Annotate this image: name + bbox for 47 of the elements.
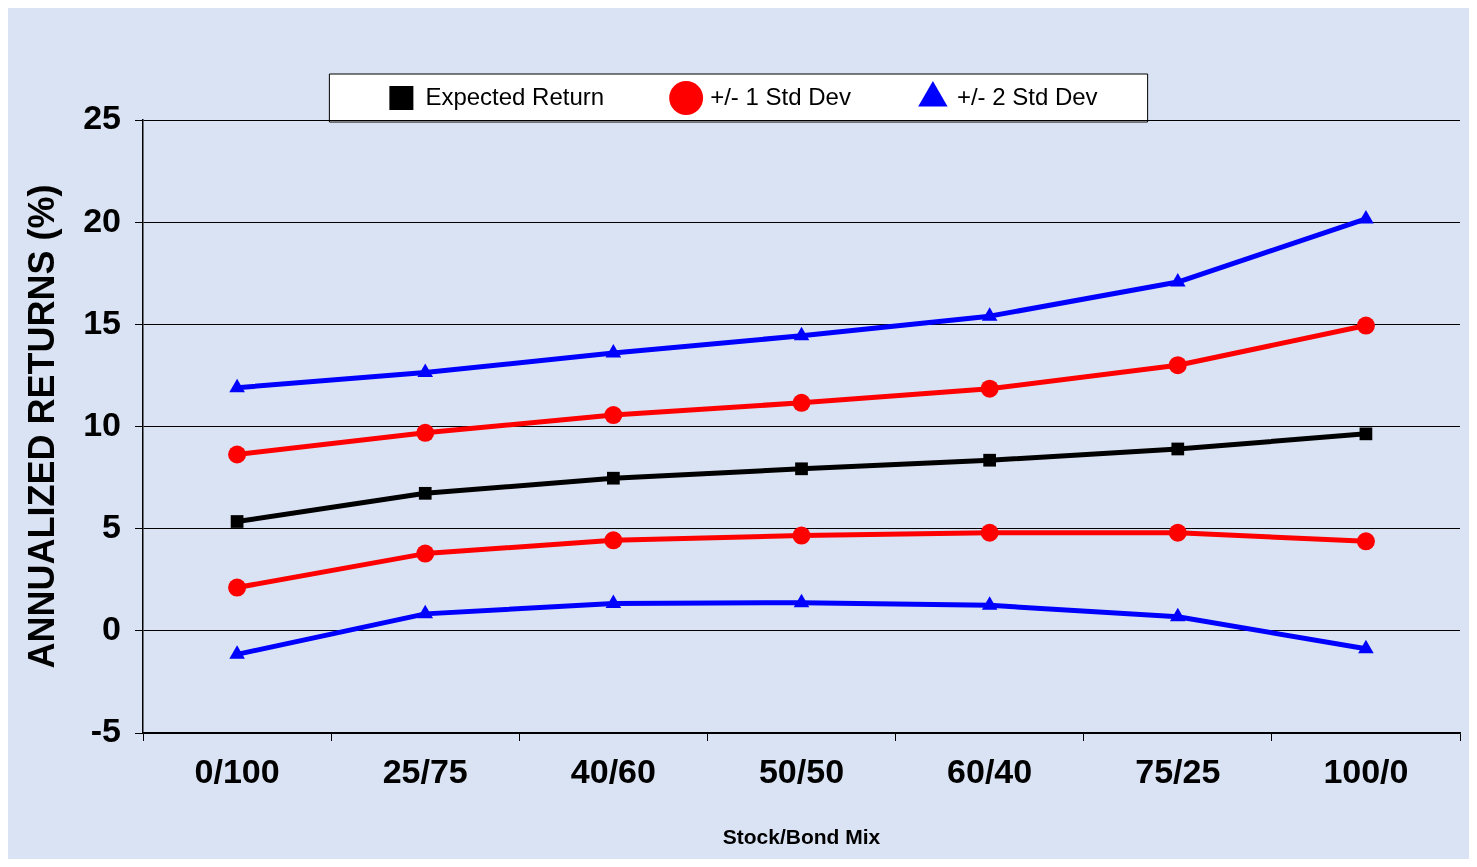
legend-label: +/- 1 Std Dev [710,82,851,110]
point [604,406,623,425]
point [604,531,623,550]
point [1168,523,1187,542]
x-tick-label: 100/0 [1323,751,1409,790]
y-axis-title: ANNUALIZED RETURNS (%) [20,184,62,669]
point [792,393,811,412]
x-tick-label: 0/100 [194,751,280,790]
y-tick-label: 20 [83,200,122,239]
x-tick-label: 75/25 [1135,751,1221,790]
point [793,326,810,341]
point [1171,442,1185,456]
y-tick-label: 5 [102,507,122,546]
x-tick-label: 40/60 [570,751,656,790]
point [230,515,244,528]
point [983,453,997,467]
y-tick-label: 25 [83,98,122,137]
y-tick-label: 10 [83,404,122,443]
point [981,307,998,321]
point [1169,273,1186,287]
point [605,343,622,358]
point [980,379,999,398]
point [418,486,432,500]
legend-label: +/- 2 Std Dev [956,82,1098,110]
point [1168,356,1187,375]
x-tick-label: 25/75 [382,751,468,790]
point [1356,316,1375,335]
legend-label: Expected Return [425,82,605,110]
point [1359,427,1373,441]
point [416,544,435,563]
y-tick-label: 0 [102,609,122,648]
point [417,363,434,378]
point [1358,209,1374,224]
point [416,423,435,442]
y-tick-label: -5 [90,711,122,750]
point [228,578,247,597]
x-tick-label: 60/40 [947,751,1033,790]
point [795,462,808,476]
x-axis-title: Stock/Bond Mix [722,825,881,849]
x-tick-label: 50/50 [758,751,845,790]
point [228,445,247,464]
point [607,471,620,485]
y-tick-label: 15 [83,302,122,341]
point [980,523,999,542]
point [1356,532,1375,551]
point [229,378,245,393]
point [792,526,811,545]
